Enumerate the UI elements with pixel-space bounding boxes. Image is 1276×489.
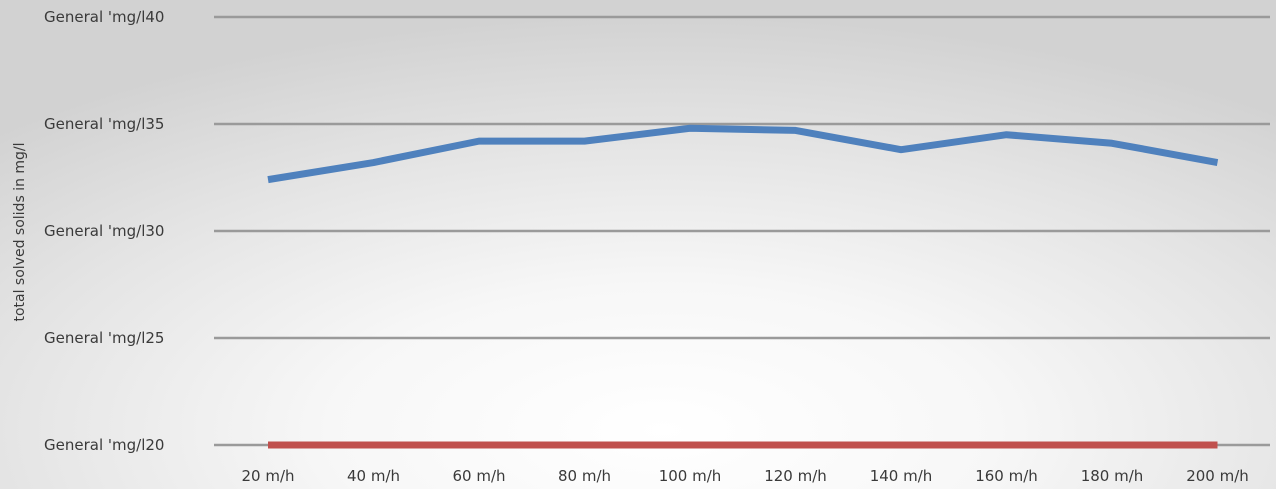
- gridlines: [214, 15, 1270, 447]
- y-axis-title: total solved solids in mg/l: [12, 142, 28, 321]
- x-tick-label: 120 m/h: [764, 467, 827, 485]
- x-tick-label: 20 m/h: [241, 467, 294, 485]
- x-tick-label: 160 m/h: [975, 467, 1038, 485]
- x-tick-label: 80 m/h: [558, 467, 611, 485]
- y-tick-label: General 'mg/l30: [44, 222, 164, 240]
- x-tick-label: 40 m/h: [347, 467, 400, 485]
- x-axis-tick-labels: 20 m/h 40 m/h 60 m/h 80 m/h 100 m/h 120 m/h 14…: [241, 467, 1248, 485]
- series-line: [267, 124, 1219, 184]
- x-tick-label: 180 m/h: [1081, 467, 1144, 485]
- x-tick-label: 60 m/h: [452, 467, 505, 485]
- y-tick-label: General 'mg/l20: [44, 436, 164, 454]
- x-tick-label: 200 m/h: [1186, 467, 1249, 485]
- y-tick-label: General 'mg/l25: [44, 329, 164, 347]
- x-tick-label: 140 m/h: [870, 467, 933, 485]
- series: [267, 124, 1219, 449]
- y-tick-label: General 'mg/l35: [44, 115, 164, 133]
- y-axis-tick-labels: General 'mg/l40 General 'mg/l35 General 'm…: [44, 8, 164, 454]
- x-tick-label: 100 m/h: [659, 467, 722, 485]
- series-0: [267, 124, 1219, 184]
- y-tick-label: General 'mg/l40: [44, 8, 164, 26]
